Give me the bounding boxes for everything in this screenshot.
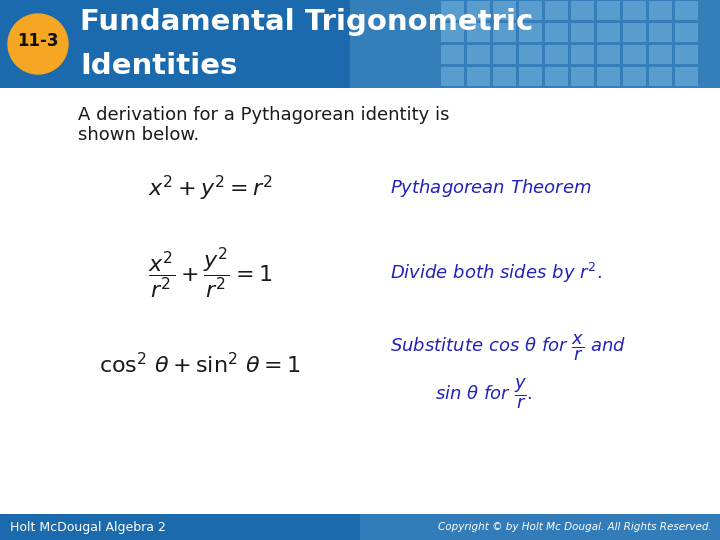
Bar — [623, 1, 646, 20]
Bar — [623, 45, 646, 64]
Bar — [623, 67, 646, 86]
Bar — [0, 514, 720, 540]
Bar — [519, 45, 542, 64]
Bar — [545, 1, 568, 20]
Bar — [493, 23, 516, 42]
Bar — [467, 45, 490, 64]
Bar — [441, 1, 464, 20]
Text: shown below.: shown below. — [78, 126, 199, 144]
Text: A derivation for a Pythagorean identity is: A derivation for a Pythagorean identity … — [78, 106, 449, 124]
Bar — [493, 1, 516, 20]
Text: Identities: Identities — [80, 52, 238, 80]
Text: $\dfrac{x^2}{r^2} + \dfrac{y^2}{r^2} = 1$: $\dfrac{x^2}{r^2} + \dfrac{y^2}{r^2} = 1… — [148, 245, 272, 301]
Bar — [623, 23, 646, 42]
Text: $\mathit{sin\ \theta\ for\ }\dfrac{y}{r}\mathit{.}$: $\mathit{sin\ \theta\ for\ }\dfrac{y}{r}… — [435, 377, 533, 411]
Circle shape — [8, 14, 68, 74]
Bar — [519, 23, 542, 42]
Bar — [519, 1, 542, 20]
Bar — [675, 67, 698, 86]
Bar — [649, 67, 672, 86]
Bar — [675, 23, 698, 42]
Bar — [545, 23, 568, 42]
Text: $\mathit{Divide\ both\ sides\ by\ }r^2\mathit{.}$: $\mathit{Divide\ both\ sides\ by\ }r^2\m… — [390, 261, 602, 285]
Bar — [0, 0, 720, 88]
Bar — [467, 1, 490, 20]
Bar — [649, 1, 672, 20]
Bar — [597, 23, 620, 42]
Bar — [441, 45, 464, 64]
Text: Holt McDougal Algebra 2: Holt McDougal Algebra 2 — [10, 521, 166, 534]
Bar — [441, 67, 464, 86]
Bar — [360, 514, 720, 540]
Text: $\mathit{Pythagorean\ Theorem}$: $\mathit{Pythagorean\ Theorem}$ — [390, 177, 591, 199]
Bar — [571, 23, 594, 42]
Text: $x^2 + y^2 = r^2$: $x^2 + y^2 = r^2$ — [148, 173, 272, 202]
Bar — [571, 67, 594, 86]
Bar — [675, 45, 698, 64]
Bar — [571, 1, 594, 20]
Bar — [597, 67, 620, 86]
Bar — [441, 23, 464, 42]
Text: Copyright © by Holt Mc Dougal. All Rights Reserved.: Copyright © by Holt Mc Dougal. All Right… — [438, 522, 712, 532]
Bar — [350, 0, 720, 88]
Bar — [649, 23, 672, 42]
Text: Fundamental Trigonometric: Fundamental Trigonometric — [80, 8, 534, 36]
Bar — [597, 1, 620, 20]
Bar — [571, 45, 594, 64]
Text: 11-3: 11-3 — [17, 32, 59, 50]
Bar — [545, 67, 568, 86]
Bar — [519, 67, 542, 86]
Bar — [649, 45, 672, 64]
Bar — [493, 45, 516, 64]
Text: $\cos^2\,\theta + \sin^2\,\theta = 1$: $\cos^2\,\theta + \sin^2\,\theta = 1$ — [99, 353, 300, 379]
Text: $\mathit{Substitute\ cos\ \theta\ for\ }\dfrac{x}{r}\mathit{\ and}$: $\mathit{Substitute\ cos\ \theta\ for\ }… — [390, 333, 626, 363]
Bar — [545, 45, 568, 64]
Bar — [467, 23, 490, 42]
Bar — [597, 45, 620, 64]
Bar — [675, 1, 698, 20]
Bar — [467, 67, 490, 86]
Bar — [493, 67, 516, 86]
